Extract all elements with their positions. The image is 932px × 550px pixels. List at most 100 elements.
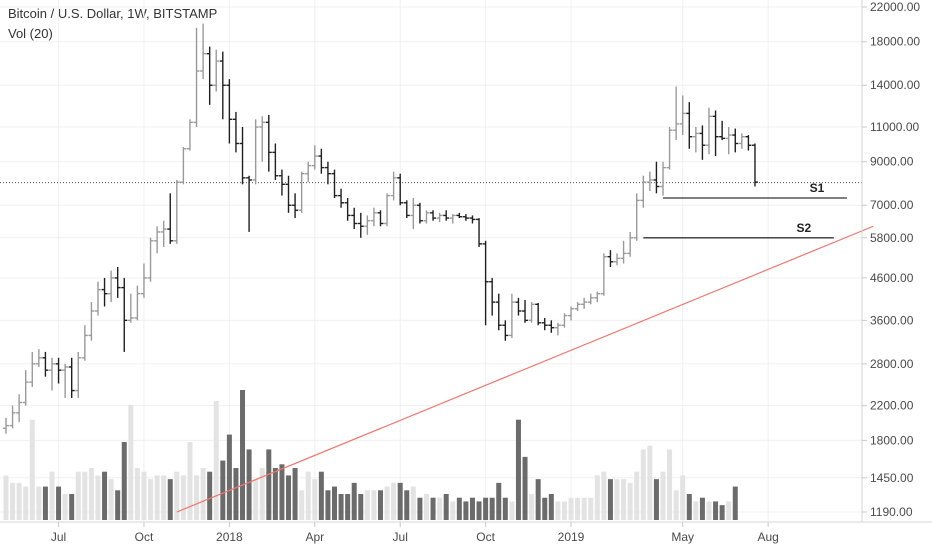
ohlc-bar (476, 218, 483, 247)
ohlc-bar (35, 349, 42, 367)
volume-bar (391, 482, 397, 520)
volume-bar (141, 471, 147, 520)
ohlc-bar (29, 351, 36, 387)
ohlc-bar (522, 299, 529, 323)
time-tick-label: Jul (51, 530, 66, 544)
volume-bar (272, 468, 278, 520)
volume-bar (522, 456, 528, 520)
volume-bar (726, 501, 732, 520)
price-tick-label: 22000.00 (870, 0, 920, 14)
ohlc-bar (528, 302, 535, 323)
volume-bar (115, 490, 121, 520)
price-tick-label: 1190.00 (870, 505, 913, 519)
volume-bar (42, 486, 48, 520)
ohlc-bar (357, 212, 364, 238)
ohlc-bar (430, 210, 437, 221)
volume-bar (213, 401, 219, 520)
volume-bar (542, 497, 548, 520)
volume-bar (102, 471, 108, 520)
volume-bar (483, 497, 489, 520)
ohlc-bar (193, 27, 200, 127)
time-tick-label: 2018 (216, 530, 243, 544)
volume-bar (266, 449, 272, 520)
volume-bar (351, 482, 357, 520)
ohlc-bar (160, 220, 167, 247)
volume-bar (719, 505, 725, 520)
price-tick-label: 14000.00 (870, 78, 920, 92)
ohlc-bar (311, 145, 318, 170)
volume-bar (95, 475, 101, 520)
ohlc-bar (364, 215, 371, 235)
volume-bar (174, 471, 180, 520)
ohlc-bar (554, 322, 561, 336)
ohlc-bar (686, 102, 693, 149)
ohlc-bar (600, 253, 607, 296)
time-tick-label: Apr (305, 530, 324, 544)
ohlc-bar (246, 175, 253, 232)
ohlc-bar (331, 169, 338, 198)
ohlc-bar (436, 212, 443, 223)
price-tick-label: 1800.00 (870, 433, 914, 447)
ohlc-bar (377, 210, 384, 227)
volume-bar (23, 486, 29, 520)
volume-bar (384, 486, 390, 520)
volume-bar (423, 494, 429, 520)
volume-indicator-label: Vol (20) (8, 26, 53, 41)
ohlc-bar (370, 207, 377, 227)
ohlc-bar (502, 320, 509, 341)
volume-bar (496, 482, 502, 520)
ohlc-bar (134, 285, 141, 321)
ohlc-bar (344, 197, 351, 221)
ohlc-bar (147, 237, 154, 282)
volume-bar (588, 497, 594, 520)
ohlc-bar (154, 226, 161, 254)
ohlc-bar (705, 107, 712, 155)
volume-bar (614, 479, 620, 520)
ohlc-bar (594, 291, 601, 303)
volume-bar (680, 475, 686, 520)
volume-bar (134, 468, 140, 520)
volume-bar (653, 479, 659, 520)
volume-bar (167, 479, 173, 520)
ohlc-bar (206, 46, 213, 105)
ohlc-bar (561, 313, 568, 328)
volume-bar (568, 497, 574, 520)
volume-bar (706, 501, 712, 520)
volume-bar (404, 490, 410, 520)
ohlc-bar (140, 263, 147, 298)
volume-bar (509, 501, 515, 520)
ohlc-bar (633, 193, 640, 241)
volume-bar (371, 490, 377, 520)
ohlc-bar (627, 231, 634, 257)
ohlc-bar (305, 161, 312, 183)
support-label-s1: S1 (810, 181, 825, 195)
ohlc-bar (88, 302, 95, 341)
ohlc-bar (186, 119, 193, 151)
volume-bar (713, 501, 719, 520)
volume-bar (634, 471, 640, 520)
ohlc-bar (265, 114, 272, 172)
volume-bar (286, 475, 292, 520)
ohlc-bar (173, 179, 180, 244)
ohlc-bar (324, 161, 331, 185)
ohlc-bar (548, 320, 555, 333)
volume-bar (443, 494, 449, 520)
volume-bar (555, 501, 561, 520)
price-tick-label: 11000.00 (870, 120, 919, 134)
ohlc-bar (226, 79, 233, 144)
ohlc-bar (515, 297, 522, 316)
volume-bar (16, 482, 22, 520)
volume-bar (417, 497, 423, 520)
ohlc-bar (384, 193, 391, 227)
volume-bar (397, 482, 403, 520)
ohlc-bar (108, 270, 115, 303)
volume-bar (338, 494, 344, 520)
price-axis: 22000.00 18000.00 14000.00 11000.00 9000.00 7… (861, 0, 920, 522)
ohlc-bar (640, 175, 647, 208)
volume-bar (88, 468, 94, 520)
ohlc-bar (416, 202, 423, 224)
ohlc-bar (55, 357, 62, 384)
ohlc-bar (508, 293, 515, 339)
volume-bar (29, 419, 35, 520)
